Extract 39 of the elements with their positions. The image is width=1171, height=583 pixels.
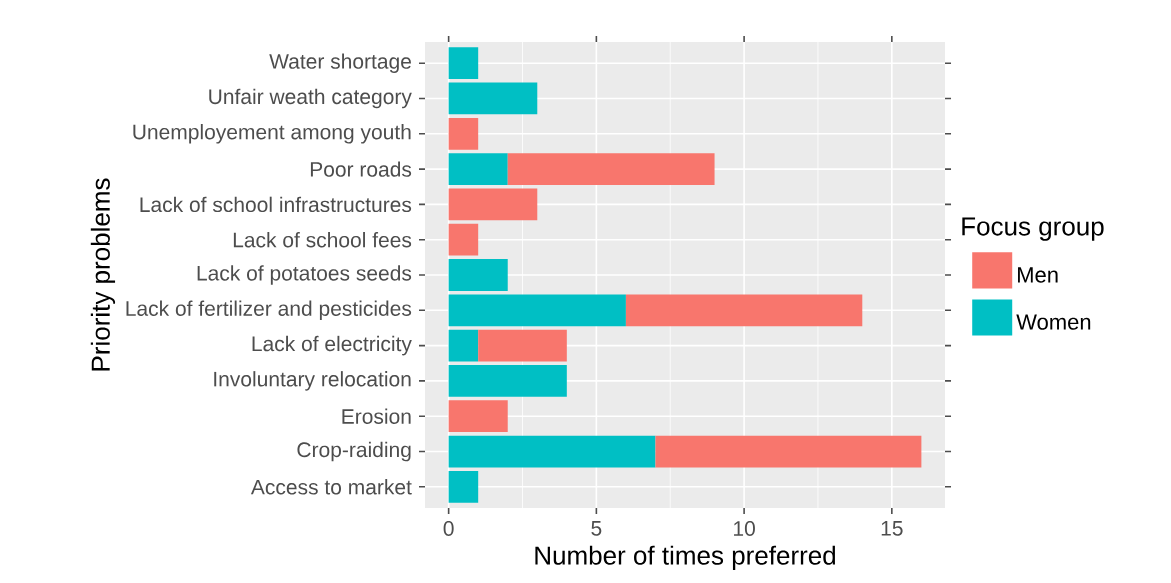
bar [448, 153, 508, 185]
legend-title: Focus group [962, 217, 1104, 241]
bar [448, 435, 656, 468]
bar [478, 329, 567, 362]
bar [448, 47, 479, 80]
bar [448, 188, 538, 221]
x-axis-title: Number of times preferred [535, 545, 836, 570]
y-tick-label: Lack of fertilizer and pesticides [126, 300, 412, 321]
bar [448, 294, 626, 327]
bar [448, 400, 508, 433]
bar [448, 82, 538, 115]
bar [448, 470, 479, 503]
bar [625, 294, 863, 327]
y-tick-label: Poor roads [310, 161, 412, 177]
y-tick-label: Lack of potatoes seeds [197, 265, 412, 285]
x-tick-label: 5 [591, 521, 602, 536]
y-tick-label: Crop-raiding [297, 441, 411, 462]
x-tick-label: 10 [734, 521, 755, 536]
bar [448, 117, 479, 150]
y-tick-label: Erosion [342, 408, 411, 424]
bar [448, 223, 479, 256]
bar [507, 153, 715, 185]
y-tick-label: Water shortage [269, 53, 411, 73]
x-tick-label: 0 [443, 521, 454, 536]
y-tick-label: Lack of school fees [233, 231, 412, 248]
bar [655, 435, 922, 468]
y-tick-label: Involuntary relocation [214, 371, 411, 391]
legend-label: Men [1018, 267, 1058, 283]
y-tick-label: Unfair weath category [209, 88, 412, 109]
x-tick-label: 15 [881, 521, 903, 536]
bar [448, 329, 479, 362]
bar [448, 259, 508, 291]
y-tick-label: Unemployement among youth [133, 124, 411, 144]
bar [448, 365, 567, 397]
y-tick-label: Lack of electricity [252, 335, 412, 356]
y-tick-label: Lack of school infrastructures [140, 196, 412, 213]
y-axis-title: Priority problems [90, 178, 116, 371]
y-tick-label: Access to market [250, 479, 412, 495]
legend-label: Women [1016, 314, 1091, 330]
